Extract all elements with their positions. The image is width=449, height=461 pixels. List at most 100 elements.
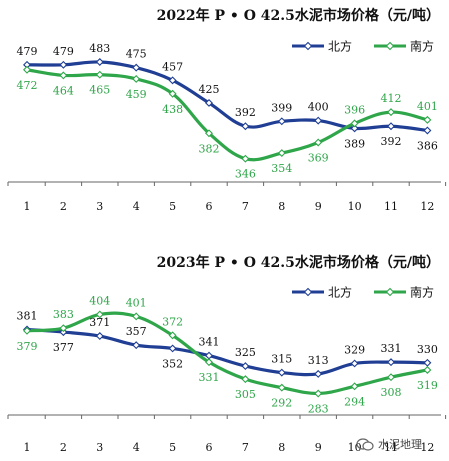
data-label: 401 bbox=[417, 100, 438, 113]
data-label: 438 bbox=[162, 103, 183, 116]
data-label: 396 bbox=[344, 103, 365, 116]
x-tick-label: 10 bbox=[348, 441, 362, 454]
data-label: 315 bbox=[271, 353, 292, 366]
data-point bbox=[277, 149, 286, 158]
data-point bbox=[350, 382, 359, 391]
data-point bbox=[59, 60, 68, 69]
data-label: 464 bbox=[53, 84, 74, 97]
data-label: 352 bbox=[162, 357, 183, 370]
data-label: 329 bbox=[344, 343, 365, 356]
data-point bbox=[95, 70, 104, 79]
data-label: 401 bbox=[126, 296, 147, 309]
data-point bbox=[277, 117, 286, 126]
x-tick-label: 11 bbox=[384, 200, 398, 213]
data-point bbox=[205, 358, 213, 367]
data-point bbox=[423, 126, 432, 135]
data-label: 399 bbox=[271, 101, 292, 114]
chart-title: 2023年 P • O 42.5水泥市场价格（元/吨） bbox=[157, 254, 440, 271]
x-tick-label: 3 bbox=[96, 200, 103, 213]
wechat-icon bbox=[356, 437, 374, 451]
x-tick-label: 1 bbox=[24, 200, 31, 213]
data-label: 341 bbox=[199, 336, 220, 349]
data-label: 372 bbox=[162, 315, 183, 328]
series-line-north bbox=[25, 327, 429, 377]
legend-item-north: 北方 bbox=[292, 39, 352, 54]
data-point bbox=[205, 351, 213, 360]
legend-item-north: 北方 bbox=[292, 285, 352, 300]
data-label: 331 bbox=[199, 371, 220, 384]
legend-label: 北方 bbox=[328, 285, 352, 300]
data-label: 331 bbox=[381, 342, 402, 355]
x-tick-label: 1 bbox=[24, 441, 31, 454]
x-tick-label: 11 bbox=[384, 441, 398, 454]
data-point bbox=[277, 383, 286, 392]
data-point bbox=[95, 310, 104, 319]
data-point bbox=[168, 76, 177, 85]
data-label: 354 bbox=[271, 162, 292, 175]
data-label: 294 bbox=[344, 395, 365, 408]
data-label: 346 bbox=[235, 168, 256, 181]
data-point bbox=[23, 65, 31, 74]
data-label: 383 bbox=[53, 308, 74, 321]
data-point bbox=[241, 362, 250, 371]
data-label: 392 bbox=[381, 135, 402, 148]
data-point bbox=[241, 375, 250, 384]
legend-marker bbox=[385, 41, 395, 51]
data-point bbox=[423, 358, 432, 367]
legend-marker bbox=[303, 287, 313, 297]
data-label: 475 bbox=[126, 48, 147, 61]
data-label: 483 bbox=[89, 42, 110, 55]
data-point bbox=[350, 119, 359, 128]
data-label: 457 bbox=[162, 60, 183, 73]
legend-label: 北方 bbox=[328, 39, 352, 54]
x-tick-label: 9 bbox=[315, 441, 322, 454]
x-tick-label: 2 bbox=[60, 441, 67, 454]
x-tick-label: 8 bbox=[278, 200, 285, 213]
legend-marker bbox=[303, 41, 313, 51]
data-label: 330 bbox=[417, 343, 438, 356]
data-label: 404 bbox=[89, 294, 110, 307]
data-label: 389 bbox=[344, 137, 365, 150]
legend-label: 南方 bbox=[410, 39, 434, 54]
data-label: 283 bbox=[308, 403, 329, 416]
data-label: 459 bbox=[126, 88, 147, 101]
legend-label: 南方 bbox=[410, 285, 434, 300]
data-point bbox=[59, 324, 68, 333]
data-label: 381 bbox=[17, 309, 38, 322]
legend-item-south: 南方 bbox=[374, 285, 434, 300]
data-label: 319 bbox=[417, 379, 438, 392]
data-point bbox=[350, 124, 359, 133]
x-tick-label: 6 bbox=[206, 441, 213, 454]
data-point bbox=[387, 122, 395, 131]
data-label: 357 bbox=[126, 325, 147, 338]
x-tick-label: 7 bbox=[242, 441, 249, 454]
data-point bbox=[314, 389, 323, 398]
x-tick-label: 4 bbox=[133, 441, 140, 454]
data-label: 479 bbox=[17, 45, 38, 58]
chart-2023: 2023年 P • O 42.5水泥市场价格（元/吨）1 2 3 4 5 6 7 8 9 10 11… bbox=[7, 254, 447, 454]
x-tick-label: 3 bbox=[96, 441, 103, 454]
data-label: 465 bbox=[89, 84, 110, 97]
x-tick-label: 9 bbox=[315, 200, 322, 213]
data-point bbox=[423, 366, 432, 374]
x-tick-label: 7 bbox=[242, 200, 249, 213]
data-label: 313 bbox=[308, 354, 329, 367]
data-point bbox=[23, 326, 31, 335]
data-label: 369 bbox=[308, 151, 329, 164]
data-label: 472 bbox=[17, 79, 38, 92]
data-point bbox=[205, 129, 213, 138]
data-point bbox=[423, 115, 432, 124]
data-label: 400 bbox=[308, 101, 329, 114]
data-point bbox=[350, 359, 359, 368]
data-label: 425 bbox=[199, 83, 220, 96]
data-label: 377 bbox=[53, 341, 74, 354]
x-tick-label: 8 bbox=[278, 441, 285, 454]
data-label: 325 bbox=[235, 346, 256, 359]
data-label: 292 bbox=[271, 397, 292, 410]
data-point bbox=[95, 58, 104, 66]
data-label: 379 bbox=[17, 340, 38, 353]
data-point bbox=[168, 331, 177, 340]
data-point bbox=[132, 312, 141, 321]
x-tick-label: 2 bbox=[60, 200, 67, 213]
data-point bbox=[168, 89, 177, 98]
